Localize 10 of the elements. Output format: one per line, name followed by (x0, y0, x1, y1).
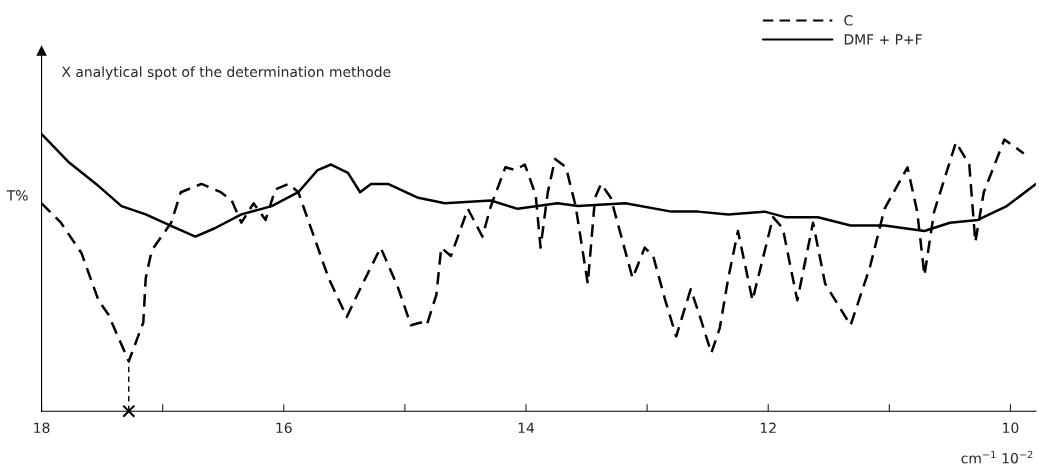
legend-label: C (844, 15, 853, 26)
text: X analytical spot of the determination methode (61, 66, 391, 80)
y-axis-title: T% (6, 190, 28, 201)
x-tick-label: 14 (518, 422, 535, 433)
x-axis-title: cm$^{−1}$ 10$^{−2}$ (961, 450, 1033, 464)
x-tick-label: 16 (276, 422, 292, 434)
x-tick-label: 12 (760, 422, 776, 433)
x-tick-label: 18 (34, 422, 50, 434)
x-tick-label: 10 (1003, 422, 1019, 434)
legend-label: DMF + P+F (844, 34, 922, 45)
